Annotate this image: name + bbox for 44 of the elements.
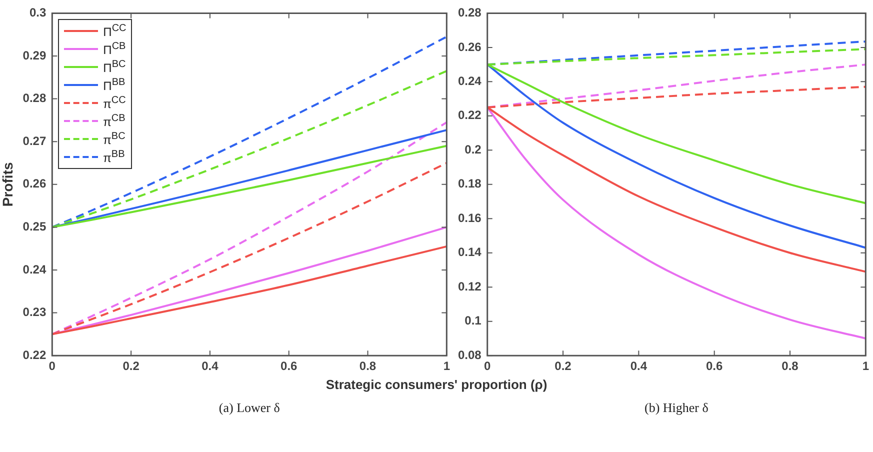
legend-label: π$^{BC}$ <box>103 131 126 148</box>
y-tick-label: 0.26 <box>458 40 482 54</box>
x-tick-label: 0.4 <box>630 359 648 374</box>
x-tick-label: 0.2 <box>122 359 140 374</box>
y-tick-label: 0.27 <box>22 134 46 148</box>
x-tick-label: 0 <box>484 359 492 374</box>
y-axis-title: Profits <box>0 162 16 207</box>
y-tick-label: 0.24 <box>22 262 46 276</box>
x-tick-label: 0.8 <box>782 359 799 374</box>
y-tick-label: 0.25 <box>22 220 46 234</box>
y-tick-label: 0.12 <box>458 279 482 294</box>
x-tick-label: 0.8 <box>359 359 376 374</box>
y-tick-label: 0.18 <box>458 176 482 191</box>
x-tick-label: 0.2 <box>554 359 572 374</box>
y-tick-label: 0.28 <box>22 91 46 106</box>
y-tick-label: 0.28 <box>458 6 482 20</box>
x-tick-label: 0.4 <box>202 359 219 374</box>
text: (a) Lower δ <box>218 400 280 416</box>
text: (b) Higher δ <box>644 400 708 416</box>
x-tick-label: 0.6 <box>280 359 298 374</box>
y-tick-label: 0.2 <box>464 142 482 156</box>
legend-label: Π$^{BC}$ <box>103 59 126 76</box>
legend-label: π$^{CC}$ <box>103 95 126 112</box>
legend-label: Π$^{BB}$ <box>103 77 126 94</box>
y-tick-label: 0.22 <box>458 108 482 122</box>
x-tick-label: 1 <box>862 359 870 374</box>
y-tick-label: 0.22 <box>22 348 46 362</box>
y-tick-label: 0.3 <box>29 6 46 20</box>
x-tick-label: 0.6 <box>706 359 724 374</box>
x-tick-label: 1 <box>443 359 450 374</box>
legend-label: Π$^{CB}$ <box>103 41 126 58</box>
y-tick-label: 0.14 <box>458 245 482 260</box>
y-tick-label: 0.24 <box>458 74 482 88</box>
x-tick-label: 0 <box>48 359 56 374</box>
y-tick-label: 0.23 <box>22 305 46 320</box>
y-tick-label: 0.08 <box>458 348 482 362</box>
x-axis-title: Strategic consumers' proportion (ρ) <box>324 377 548 392</box>
y-tick-label: 0.26 <box>22 176 46 191</box>
legend-label: π$^{BB}$ <box>103 149 125 166</box>
legend-label: Π$^{CC}$ <box>103 23 126 40</box>
y-tick-label: 0.1 <box>464 314 482 328</box>
y-tick-label: 0.29 <box>22 48 46 62</box>
legend-label: π$^{CB}$ <box>103 113 126 130</box>
y-tick-label: 0.16 <box>458 210 482 225</box>
